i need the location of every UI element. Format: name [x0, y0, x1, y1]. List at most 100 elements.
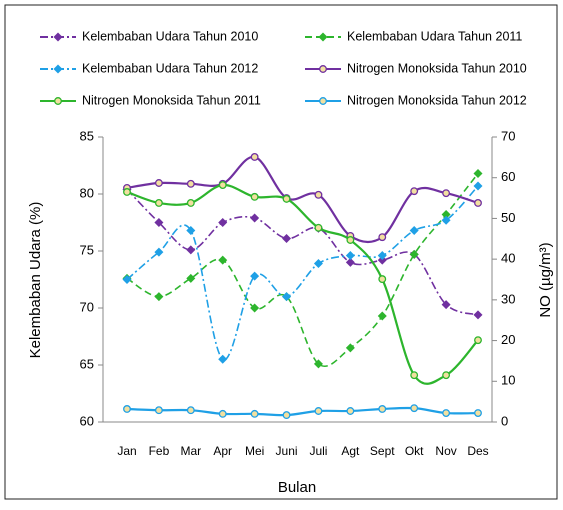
data-point: [154, 199, 163, 207]
legend-marker: [318, 32, 328, 42]
data-point: [409, 225, 419, 235]
data-point: [154, 247, 164, 257]
data-point: [442, 371, 451, 380]
data-point: [282, 233, 292, 243]
x-tick-label: Agt: [341, 444, 360, 458]
data-point: [250, 303, 260, 313]
data-point: [186, 199, 195, 207]
legend-marker: [319, 65, 327, 73]
data-point: [410, 371, 419, 380]
data-point: [282, 292, 292, 302]
data-point: [154, 218, 164, 227]
legend-label: Kelembaban Udara Tahun 2011: [347, 29, 522, 43]
data-point: [377, 251, 387, 261]
data-point: [474, 336, 482, 345]
y2-tick-label: 70: [501, 128, 515, 143]
y2-tick-label: 60: [501, 169, 515, 184]
data-point: [186, 406, 195, 415]
legend-label: Kelembaban Udara Tahun 2010: [82, 29, 258, 43]
legend-label: Kelembaban Udara Tahun 2012: [82, 61, 258, 75]
legend-marker: [53, 64, 63, 74]
data-point: [186, 179, 195, 188]
data-point: [218, 181, 227, 189]
data-point: [409, 249, 419, 259]
data-point: [378, 275, 387, 284]
y-tick-label: 85: [80, 128, 94, 143]
data-point: [250, 152, 259, 161]
data-point: [186, 245, 196, 255]
data-point: [410, 404, 419, 413]
y2-axis-label: NO (µg/m³): [537, 242, 554, 317]
data-point: [473, 168, 483, 178]
y-tick-label: 80: [80, 185, 94, 200]
y-tick-label: 65: [80, 356, 94, 371]
data-point: [473, 310, 483, 320]
y-axis-label: Kelembaban Udara (%): [27, 202, 44, 359]
data-point: [313, 359, 323, 369]
x-tick-label: Juni: [276, 444, 298, 458]
x-tick-label: Mei: [245, 444, 264, 458]
data-point: [345, 343, 355, 353]
y2-tick-label: 0: [501, 413, 508, 428]
data-point: [378, 233, 387, 242]
x-tick-label: Nov: [435, 444, 456, 458]
legend-marker: [54, 97, 62, 105]
frame: [4, 4, 558, 500]
data-point: [186, 273, 196, 283]
x-tick-label: Juli: [309, 444, 327, 458]
data-point: [282, 411, 291, 420]
data-point: [378, 405, 387, 413]
data-point: [474, 409, 482, 417]
data-point: [314, 223, 323, 232]
legend-marker: [319, 97, 327, 105]
data-point: [313, 259, 323, 269]
data-point: [250, 192, 259, 201]
x-tick-label: Sept: [370, 444, 395, 458]
y2-tick-label: 30: [501, 291, 515, 306]
series-line: [126, 406, 479, 417]
data-point: [345, 257, 355, 267]
x-axis-label: Bulan: [278, 479, 316, 496]
data-point: [442, 409, 451, 417]
data-point: [314, 190, 323, 199]
data-point: [441, 300, 451, 310]
y-tick-label: 60: [80, 413, 94, 428]
y2-tick-label: 40: [501, 251, 515, 266]
data-point: [186, 225, 196, 235]
legend-marker: [53, 32, 63, 42]
data-point: [154, 179, 163, 187]
y2-tick-label: 10: [501, 373, 515, 388]
legend-label: Nitrogen Monoksida Tahun 2010: [347, 61, 527, 75]
x-tick-label: Des: [467, 444, 488, 458]
y2-tick-label: 20: [501, 332, 515, 347]
legend-label: Nitrogen Monoksida Tahun 2011: [82, 93, 261, 107]
data-point: [346, 407, 355, 415]
data-point: [250, 213, 260, 223]
data-point: [218, 354, 228, 364]
series-line: [126, 155, 479, 244]
data-point: [218, 409, 227, 418]
x-tick-label: Okt: [405, 444, 424, 458]
data-point: [218, 255, 228, 265]
data-point: [345, 251, 355, 261]
data-point: [218, 218, 228, 227]
data-point: [282, 194, 291, 203]
data-point: [377, 311, 387, 321]
y2-tick-label: 50: [501, 210, 515, 225]
data-point: [473, 181, 483, 191]
x-tick-label: Apr: [213, 444, 232, 458]
data-point: [377, 255, 387, 265]
y-tick-label: 75: [80, 242, 94, 257]
data-point: [123, 405, 131, 413]
x-tick-label: Jan: [117, 444, 136, 458]
data-point: [250, 271, 260, 281]
series-line: [126, 183, 479, 385]
data-point: [122, 275, 132, 284]
data-point: [410, 187, 419, 196]
data-point: [474, 199, 482, 207]
data-point: [441, 215, 451, 225]
data-point: [250, 409, 259, 418]
data-point: [154, 406, 163, 415]
x-tick-label: Feb: [149, 444, 170, 458]
legend-label: Nitrogen Monoksida Tahun 2012: [347, 93, 527, 107]
